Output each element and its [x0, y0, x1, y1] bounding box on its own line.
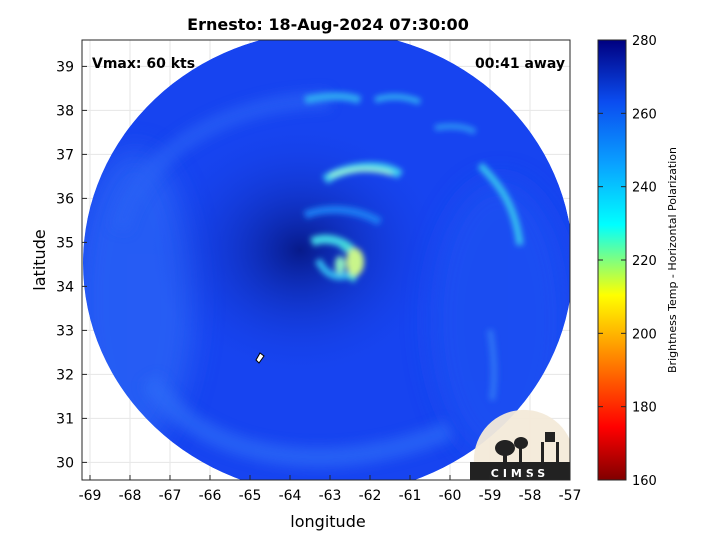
- vmax-label: Vmax: 60 kts: [92, 56, 195, 72]
- x-tick-label: -57: [559, 488, 582, 504]
- x-tick-label: -66: [199, 488, 222, 504]
- x-tick-label: -59: [479, 488, 502, 504]
- colorbar-tick-label: 220: [632, 254, 657, 269]
- y-tick-label: 39: [56, 59, 74, 75]
- colorbar-tick-label: 240: [632, 181, 657, 196]
- colorbar-tick-label: 260: [632, 107, 657, 122]
- x-tick-label: -63: [319, 488, 342, 504]
- x-tick-label: -60: [439, 488, 462, 504]
- x-tick-label: -61: [399, 488, 422, 504]
- time-offset-label: 00:41 away: [475, 56, 565, 72]
- y-tick-label: 33: [56, 323, 74, 339]
- y-tick-label: 35: [56, 235, 74, 251]
- x-tick-label: -64: [279, 488, 302, 504]
- cimss-logo: CIMSS: [470, 409, 570, 480]
- colorbar-tick-label: 200: [632, 327, 657, 342]
- x-tick-label: -69: [79, 488, 102, 504]
- rainband-highlights: [303, 92, 524, 401]
- logo-text: CIMSS: [491, 467, 549, 480]
- y-tick-label: 37: [56, 147, 74, 163]
- x-tick-label: -67: [159, 488, 182, 504]
- x-tick-label: -62: [359, 488, 382, 504]
- y-tick-label: 36: [56, 191, 74, 207]
- y-axis-label: latitude: [30, 229, 49, 290]
- colorbar-tick-label: 280: [632, 34, 657, 49]
- y-tick-label: 31: [56, 411, 74, 427]
- colorbar-tick-label: 160: [632, 474, 657, 489]
- x-axis-label: longitude: [290, 512, 365, 531]
- y-tick-label: 34: [56, 279, 74, 295]
- y-tick-label: 30: [56, 455, 74, 471]
- island-outline: [255, 352, 265, 364]
- x-axis-ticks: -69 -68 -67 -66 -65 -64 -63 -62 -61 -60 -59 -58 -57: [79, 475, 582, 504]
- colorbar-ticks: 160 180 200 220 240 260 280: [598, 34, 657, 489]
- colorbar-label: Brightness Temp - Horizontal Polarizatio…: [666, 147, 679, 373]
- axes-frame: [81, 39, 571, 481]
- chart-title: Ernesto: 18-Aug-2024 07:30:00: [187, 15, 469, 34]
- x-tick-label: -65: [239, 488, 262, 504]
- colorbar-tick-label: 180: [632, 401, 657, 416]
- x-tick-label: -68: [119, 488, 142, 504]
- y-tick-label: 38: [56, 103, 74, 119]
- y-tick-label: 32: [56, 367, 74, 383]
- y-axis-ticks: 30 31 32 33 34 35 36 37 38 39: [56, 59, 87, 471]
- x-tick-label: -58: [519, 488, 542, 504]
